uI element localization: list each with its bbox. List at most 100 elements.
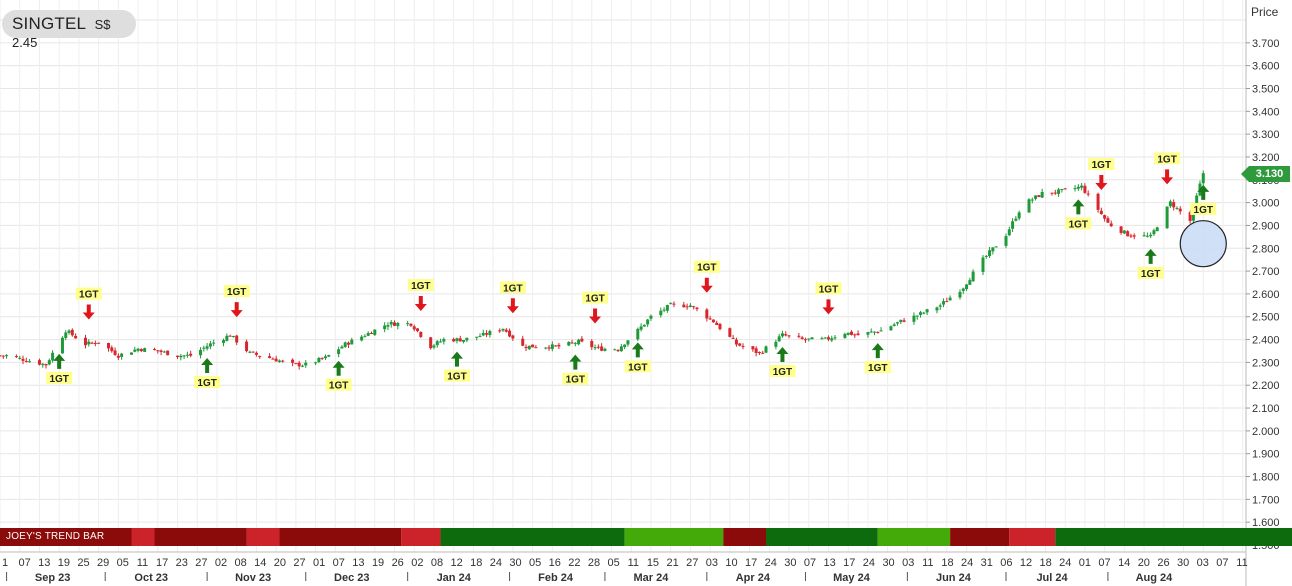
- candle-body: [435, 341, 439, 346]
- candle-body: [406, 323, 410, 325]
- candle-body: [1168, 201, 1172, 207]
- candle-body: [245, 341, 249, 352]
- candle-body: [672, 303, 676, 305]
- candle-body: [277, 360, 281, 362]
- trend-bar-segment: [131, 528, 155, 546]
- signal-label: 1GT: [1141, 269, 1160, 280]
- candle-body: [738, 343, 742, 346]
- x-day-tick: 14: [254, 557, 266, 569]
- candle-body: [761, 352, 765, 354]
- candle-body: [639, 326, 643, 330]
- candle-body: [646, 319, 650, 325]
- candle-body: [1126, 231, 1130, 237]
- x-month-tick: Oct 23: [134, 572, 168, 584]
- candle-body: [412, 326, 416, 330]
- candle-body: [534, 347, 538, 349]
- signal-tag: [194, 376, 221, 389]
- candle-body: [153, 349, 157, 351]
- candle-body: [452, 339, 456, 342]
- candle-body: [465, 337, 469, 341]
- candle-body: [498, 330, 502, 332]
- x-day-tick: 11: [137, 557, 148, 569]
- candle-body: [383, 325, 387, 330]
- candle-body: [1007, 229, 1011, 236]
- candle-body: [577, 339, 581, 345]
- candle-body: [1053, 192, 1057, 194]
- candle-body: [613, 349, 617, 351]
- signal-tag: [325, 378, 352, 391]
- x-day-tick: 17: [843, 557, 855, 569]
- candle-body: [409, 323, 413, 326]
- signal-tag: [1137, 266, 1164, 279]
- candle-body: [231, 335, 235, 337]
- x-day-tick: 05: [608, 557, 620, 569]
- candle-body: [695, 307, 699, 310]
- candle-body: [340, 346, 344, 349]
- candle-body: [807, 338, 811, 340]
- candle-body: [662, 309, 666, 311]
- signal-label: 1GT: [628, 362, 647, 373]
- x-day-tick: 20: [274, 557, 286, 569]
- candle-body: [1201, 173, 1205, 184]
- buy-arrow-icon: [631, 342, 644, 358]
- candle-body: [455, 338, 459, 341]
- y-tick-label: 3.300: [1252, 129, 1280, 141]
- candle-body: [442, 339, 446, 342]
- x-day-tick: 30: [509, 557, 521, 569]
- x-day-tick: 1: [2, 557, 8, 569]
- candle-body: [1080, 185, 1084, 188]
- candle-body: [297, 362, 301, 367]
- candle-body: [208, 343, 212, 347]
- candle-body: [853, 334, 857, 336]
- candle-body: [1060, 188, 1064, 190]
- candle-body: [754, 348, 758, 353]
- candle-body: [1109, 223, 1113, 227]
- candle-body: [593, 347, 597, 349]
- candle-body: [797, 335, 801, 337]
- candle-body: [90, 342, 94, 344]
- x-day-tick: 24: [1059, 557, 1071, 569]
- candle-body: [1165, 206, 1169, 229]
- x-day-tick: 07: [333, 557, 345, 569]
- candle-body: [938, 305, 942, 307]
- candle-body: [1030, 199, 1034, 201]
- y-tick-label: 1.900: [1252, 449, 1280, 461]
- candle-body: [734, 339, 738, 345]
- trend-bar-segment: [1009, 528, 1056, 546]
- candle-body: [1083, 185, 1087, 193]
- signal-label: 1GT: [1092, 160, 1111, 171]
- ticker-badge[interactable]: SINGTEL S$ 2.45: [2, 10, 136, 50]
- signal-tag: [499, 281, 526, 294]
- signal-label: 1GT: [585, 294, 604, 305]
- candle-body: [488, 331, 492, 335]
- candle-body: [728, 328, 732, 337]
- candle-body: [1152, 230, 1156, 235]
- candle-body: [162, 351, 166, 353]
- candle-body: [251, 351, 255, 353]
- candle-body: [981, 257, 985, 272]
- candle-body: [389, 321, 393, 325]
- x-day-tick: 03: [1197, 557, 1209, 569]
- last-price-badge: 3.130: [1241, 166, 1290, 182]
- x-day-tick: 11: [1236, 557, 1247, 569]
- candle-body: [166, 350, 170, 356]
- signal-label: 1GT: [329, 381, 348, 392]
- x-month-tick: Jul 24: [1036, 572, 1068, 584]
- signal-label: 1GT: [227, 287, 246, 298]
- candle-body: [212, 342, 216, 344]
- candle-body: [317, 358, 321, 363]
- highlight-circle: [1179, 220, 1227, 268]
- candle-body: [21, 358, 25, 361]
- candle-body: [386, 325, 390, 327]
- x-day-tick: 11: [628, 557, 639, 569]
- x-day-tick: 18: [1040, 557, 1052, 569]
- x-day-tick: 30: [882, 557, 894, 569]
- x-day-tick: 24: [765, 557, 777, 569]
- candle-body: [346, 342, 350, 345]
- candle-body: [915, 315, 919, 317]
- x-day-tick: 13: [352, 557, 364, 569]
- buy-arrow-icon: [53, 353, 66, 369]
- x-month-tick: Feb 24: [538, 572, 574, 584]
- candle-body: [603, 348, 607, 351]
